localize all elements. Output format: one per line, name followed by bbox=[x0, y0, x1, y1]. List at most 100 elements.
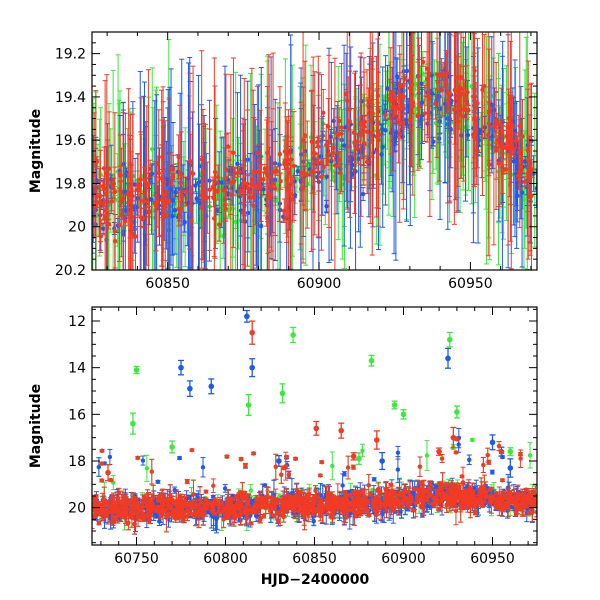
data-point bbox=[447, 91, 453, 97]
data-point bbox=[118, 188, 123, 194]
data-point bbox=[223, 175, 229, 181]
data-point bbox=[347, 106, 352, 112]
data-point bbox=[364, 159, 370, 165]
data-point bbox=[258, 223, 264, 229]
data-point bbox=[500, 144, 506, 150]
data-point bbox=[168, 166, 174, 172]
data-point bbox=[190, 171, 196, 176]
data-point bbox=[510, 123, 515, 129]
data-point bbox=[117, 222, 122, 227]
data-point bbox=[481, 83, 487, 89]
data-point bbox=[292, 192, 298, 198]
data-point bbox=[126, 200, 131, 205]
data-point bbox=[419, 81, 424, 86]
plot-area bbox=[92, 309, 537, 535]
data-point bbox=[376, 132, 382, 137]
data-point bbox=[253, 169, 258, 175]
data-point bbox=[534, 186, 537, 191]
data-point bbox=[258, 177, 264, 182]
data-point bbox=[360, 448, 365, 453]
data-point bbox=[210, 184, 216, 189]
data-point bbox=[511, 159, 516, 164]
data-point bbox=[101, 166, 107, 171]
data-point bbox=[321, 110, 326, 116]
data-point bbox=[142, 178, 147, 183]
data-point bbox=[100, 226, 106, 231]
data-point bbox=[272, 186, 278, 191]
data-point bbox=[500, 168, 505, 174]
data-point bbox=[216, 222, 222, 227]
data-point bbox=[472, 106, 478, 111]
data-point bbox=[482, 125, 488, 130]
data-point bbox=[458, 91, 463, 97]
data-point bbox=[457, 84, 463, 89]
data-point bbox=[288, 191, 293, 197]
data-point bbox=[398, 106, 404, 111]
data-point bbox=[215, 175, 221, 180]
data-point bbox=[236, 169, 242, 174]
data-point bbox=[316, 179, 322, 185]
data-point bbox=[525, 171, 531, 177]
data-point bbox=[173, 189, 178, 195]
data-point bbox=[339, 131, 344, 137]
data-point bbox=[129, 186, 134, 192]
data-point bbox=[474, 148, 479, 153]
data-point bbox=[291, 163, 297, 169]
data-point bbox=[133, 234, 138, 239]
data-point bbox=[471, 116, 477, 121]
data-point bbox=[231, 179, 237, 184]
data-point bbox=[129, 220, 134, 226]
data-point bbox=[455, 119, 461, 124]
data-point bbox=[463, 97, 468, 103]
data-point bbox=[517, 123, 522, 129]
data-point bbox=[410, 100, 416, 105]
data-point bbox=[321, 164, 326, 170]
data-point bbox=[361, 119, 367, 124]
data-point bbox=[178, 180, 183, 186]
data-point bbox=[506, 116, 511, 121]
data-point bbox=[266, 174, 271, 179]
data-point bbox=[341, 143, 347, 148]
series-red bbox=[92, 32, 535, 270]
data-point bbox=[187, 158, 193, 164]
data-point bbox=[295, 168, 301, 174]
top-panel: 60850 60900 60950 19.2 19.4 19.6 19.8 20 20.2 Mag… bbox=[28, 31, 538, 292]
data-point bbox=[128, 215, 133, 221]
data-point bbox=[182, 219, 187, 225]
data-point bbox=[273, 198, 278, 204]
data-point bbox=[159, 175, 164, 181]
data-point bbox=[461, 107, 466, 112]
data-point bbox=[140, 215, 146, 221]
data-point bbox=[101, 201, 106, 206]
data-point bbox=[212, 169, 218, 175]
data-point bbox=[300, 186, 305, 191]
data-point bbox=[202, 194, 208, 199]
data-point bbox=[150, 146, 155, 152]
x-tick-label: 60850 bbox=[145, 276, 190, 292]
data-point bbox=[407, 85, 413, 91]
data-point bbox=[385, 86, 390, 91]
data-point bbox=[240, 189, 246, 194]
data-point bbox=[176, 206, 181, 212]
data-point bbox=[335, 131, 340, 137]
data-point bbox=[514, 138, 519, 143]
data-point bbox=[396, 120, 401, 125]
y-tick-label: 19.2 bbox=[55, 47, 86, 63]
data-point bbox=[360, 191, 366, 197]
data-point bbox=[520, 134, 525, 139]
data-point bbox=[269, 184, 274, 189]
data-point bbox=[98, 234, 104, 239]
data-point bbox=[223, 206, 228, 211]
data-point bbox=[149, 171, 155, 177]
data-point bbox=[509, 137, 514, 142]
data-point bbox=[97, 200, 102, 205]
data-point bbox=[110, 182, 115, 187]
data-point bbox=[355, 139, 360, 144]
data-point bbox=[172, 208, 178, 213]
data-point bbox=[383, 112, 388, 118]
data-point bbox=[235, 161, 240, 167]
data-point bbox=[401, 94, 406, 99]
data-point bbox=[515, 173, 521, 179]
data-point bbox=[358, 129, 364, 134]
